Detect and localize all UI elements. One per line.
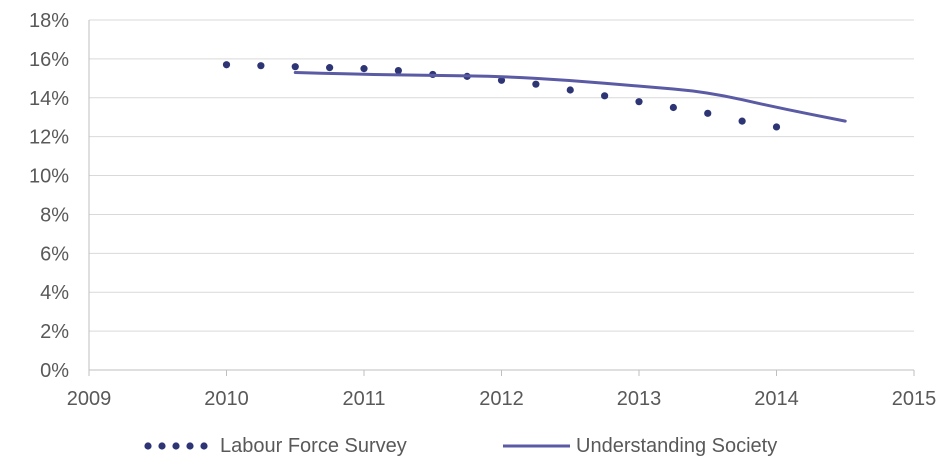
legend-marker (158, 442, 166, 450)
legend-item-2: Understanding Society (503, 435, 777, 457)
data-point (326, 64, 334, 72)
legend-marker (186, 442, 194, 450)
y-tick-label: 18% (29, 10, 69, 32)
x-tick-label: 2014 (754, 388, 799, 410)
x-axis-ticks: 2009 2010 2011 2012 2013 2014 2015 (67, 370, 937, 410)
x-tick-label: 2010 (204, 388, 249, 410)
legend-marker (200, 442, 208, 450)
data-point (566, 86, 574, 94)
data-point (532, 80, 540, 88)
y-tick-label: 4% (40, 282, 69, 304)
y-tick-label: 10% (29, 166, 69, 188)
chart-title: 2010-2015 (407, 0, 503, 4)
series-layer (222, 61, 847, 131)
axes (88, 20, 914, 371)
data-point (601, 92, 609, 100)
y-tick-label: 16% (29, 49, 69, 71)
data-point (291, 63, 299, 71)
legend-marker (172, 442, 180, 450)
data-point (257, 62, 265, 70)
data-point (497, 76, 506, 84)
legend-label: Understanding Society (576, 435, 777, 457)
grid (89, 19, 914, 332)
x-tick-label: 2011 (342, 388, 385, 410)
legend-marker (144, 442, 152, 450)
legend-item-1: Labour Force Survey (144, 435, 407, 457)
data-point (738, 117, 746, 125)
y-axis-ticks: 0% 2% 4% 6% 8% 10% 12% 14% 16% 18% (29, 10, 69, 382)
y-tick-label: 6% (40, 243, 69, 265)
data-point (222, 61, 231, 69)
y-tick-label: 12% (29, 127, 69, 149)
x-tick-label: 2012 (479, 388, 524, 410)
data-point (704, 109, 712, 117)
y-tick-label: 8% (40, 204, 69, 226)
x-tick-label: 2013 (617, 388, 662, 410)
data-point (394, 66, 402, 75)
legend: Labour Force Survey Understanding Society (144, 435, 777, 457)
data-point (635, 98, 643, 106)
y-tick-label: 14% (29, 88, 69, 110)
data-point (360, 65, 368, 73)
y-tick-label: 2% (40, 321, 69, 343)
data-point (669, 103, 677, 112)
legend-label: Labour Force Survey (220, 435, 407, 457)
y-tick-label: 0% (40, 360, 69, 382)
series-line (293, 71, 847, 123)
series-2 (293, 71, 847, 123)
x-tick-label: 2015 (892, 388, 937, 410)
data-point (772, 123, 781, 131)
x-tick-label: 2009 (67, 388, 112, 410)
